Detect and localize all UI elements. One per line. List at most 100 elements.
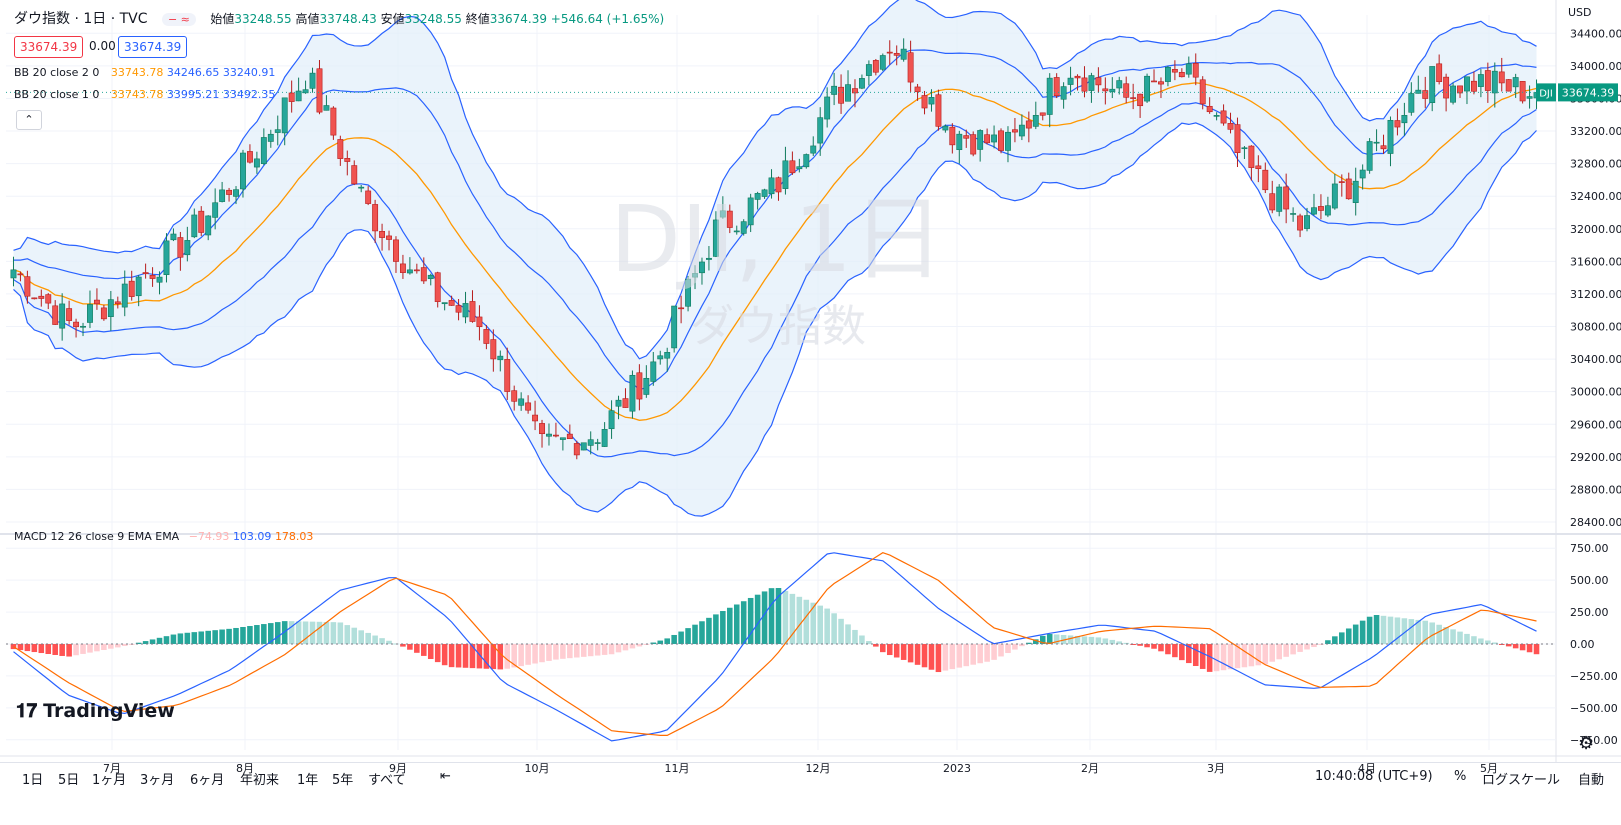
macd-legend[interactable]: MACD 12 26 close 9 EMA EMA −74.93 103.09… — [14, 530, 314, 543]
auto-scale-toggle[interactable]: 自動 — [1578, 773, 1605, 788]
macd-histogram-bar — [685, 628, 691, 644]
macd-histogram-bar — [407, 644, 413, 650]
price-tick-label: 29600.00 — [1570, 418, 1621, 431]
macd-histogram-bar — [560, 644, 566, 659]
bb-upper1-line — [13, 49, 1537, 391]
candle-body — [858, 78, 865, 89]
candle-body — [149, 275, 156, 279]
candle-body — [413, 269, 420, 272]
candle-body — [1401, 115, 1408, 124]
buy-price-box[interactable]: 33674.39 — [118, 36, 188, 58]
macd-histogram-bar — [344, 625, 351, 644]
candle-body — [1102, 88, 1109, 92]
candle-body — [678, 307, 685, 310]
macd-histogram-bar — [254, 625, 260, 644]
bb2-legend[interactable]: BB 20 close 2 0 33743.78 34246.65 33240.… — [14, 66, 276, 79]
macd-histogram-bar — [1220, 644, 1227, 671]
range-ytd[interactable]: 年初来 — [240, 773, 280, 788]
price-tick-label: 31600.00 — [1570, 255, 1621, 268]
candle-body — [921, 95, 928, 109]
candle-body — [594, 442, 601, 444]
watermark-symbol: DJI, 1日 — [610, 186, 945, 293]
macd-histogram-bar — [1297, 644, 1303, 652]
price-tick-label: 32000.00 — [1570, 223, 1621, 236]
time-tick-label: 2月 — [1081, 762, 1099, 775]
macd-histogram-bar — [1033, 639, 1039, 644]
macd-histogram-bar — [1352, 624, 1359, 644]
candle-body — [1415, 89, 1422, 94]
macd-histogram-bar — [671, 634, 677, 644]
macd-histogram-bar — [1081, 636, 1088, 644]
range-1d[interactable]: 1日 — [22, 773, 44, 788]
candle-body — [365, 190, 372, 204]
candle-body — [1220, 110, 1227, 124]
time-tick-label: 9月 — [389, 762, 407, 775]
symbol-title[interactable]: ダウ指数 · 1日 · TVC — [14, 11, 148, 27]
macd-histogram-bar — [434, 644, 441, 663]
candle-body — [455, 305, 462, 313]
collapse-legend-button[interactable]: ⌃ — [16, 110, 42, 130]
go-to-date-icon[interactable]: ⇤ — [440, 769, 451, 784]
open-value: 33248.55 — [234, 12, 292, 26]
candle-body — [1422, 90, 1429, 99]
candle-body — [949, 126, 956, 146]
range-3m[interactable]: 3ヶ月 — [140, 773, 175, 788]
candle-body — [281, 97, 288, 134]
clock[interactable]: 10:40:08 (UTC+9) — [1315, 769, 1433, 784]
percent-toggle[interactable]: % — [1454, 769, 1467, 784]
tradingview-logo[interactable]: 𝟏𝟕 TradingView — [16, 700, 175, 722]
bb-upper2-line — [13, 0, 1537, 360]
macd-histogram-bar — [52, 644, 58, 655]
macd-histogram-bar — [1109, 639, 1116, 644]
candle-body — [1025, 120, 1032, 129]
candle-body — [1088, 75, 1095, 91]
candle-body — [1053, 77, 1060, 97]
price-tick-label: 32400.00 — [1570, 190, 1621, 203]
candle-body — [504, 359, 511, 392]
macd-histogram-bar — [323, 621, 330, 644]
candle-body — [1366, 141, 1373, 171]
compare-toggle[interactable]: − ≈ — [161, 13, 196, 26]
macd-histogram-bar — [504, 644, 511, 669]
sell-price-box[interactable]: 33674.39 — [14, 36, 84, 58]
candle-body — [316, 68, 323, 113]
macd-histogram-bar — [893, 644, 900, 658]
range-1m[interactable]: 1ヶ月 — [92, 773, 127, 788]
macd-histogram-bar — [1165, 644, 1171, 655]
candle-body — [1192, 63, 1199, 78]
macd-histogram-bar — [1436, 624, 1442, 644]
macd-histogram-bar — [1095, 637, 1102, 644]
macd-histogram-bar — [1366, 616, 1373, 644]
candle-body — [539, 423, 545, 435]
candle-body — [295, 90, 302, 102]
bb1-legend[interactable]: BB 20 close 1 0 33743.78 33995.21 33492.… — [14, 88, 276, 101]
time-tick-label: 2023 — [943, 762, 971, 775]
macd-histogram-bar — [650, 642, 657, 644]
macd-tick-label: 0.00 — [1570, 638, 1595, 651]
candle-body — [1394, 120, 1401, 128]
candle-body — [59, 303, 66, 329]
candle-body — [1248, 145, 1255, 168]
candle-body — [246, 151, 253, 163]
bb2-basis: 33743.78 — [110, 66, 164, 79]
macd-histogram-bar — [1401, 618, 1408, 644]
range-5d[interactable]: 5日 — [58, 773, 80, 788]
candle-body — [1074, 75, 1081, 79]
log-scale-toggle[interactable]: ログスケール — [1482, 773, 1561, 788]
gear-icon[interactable]: ⚙ — [1578, 733, 1595, 754]
macd-histogram-bar — [121, 644, 128, 646]
range-all[interactable]: すべて — [368, 773, 406, 788]
candle-body — [1109, 88, 1116, 93]
currency-label[interactable]: USD — [1568, 6, 1592, 19]
macd-histogram-bar — [1234, 644, 1241, 669]
candle-body — [1067, 77, 1074, 85]
range-5y[interactable]: 5年 — [332, 773, 354, 788]
range-1y[interactable]: 1年 — [297, 773, 319, 788]
macd-histogram-bar — [678, 631, 684, 644]
range-6m[interactable]: 6ヶ月 — [190, 773, 225, 788]
macd-histogram-bar — [101, 644, 107, 651]
macd-histogram-bar — [1485, 640, 1491, 644]
macd-histogram-bar — [713, 614, 719, 644]
candle-body — [302, 89, 309, 94]
